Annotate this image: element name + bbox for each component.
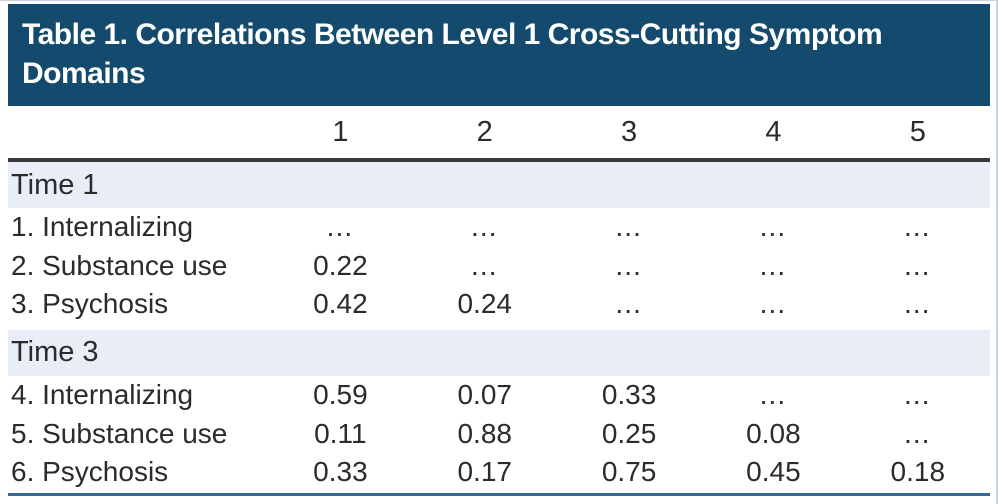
table-row: 1. Internalizing … … … … …: [8, 208, 990, 247]
column-header-5: 5: [909, 115, 926, 148]
header-rule: [8, 158, 990, 162]
cell-value: …: [902, 288, 933, 320]
row-label: 1. Internalizing: [11, 211, 194, 243]
cell-value: 0.33: [313, 456, 368, 488]
bottom-rule: [8, 492, 990, 496]
cell-value: …: [758, 288, 789, 320]
cell-value: …: [614, 211, 645, 243]
cell-value: 0.42: [313, 288, 368, 320]
section-header-time3: Time 3: [8, 329, 990, 376]
cell-value: 0.75: [601, 456, 657, 488]
column-header-1: 1: [332, 115, 349, 148]
cell-value: 0.22: [313, 249, 368, 281]
column-header-3: 3: [621, 115, 638, 148]
cell-value: …: [325, 211, 356, 243]
cell-value: 0.11: [314, 417, 367, 449]
table-row: 2. Substance use 0.22 … … … …: [8, 247, 990, 286]
cell-value: …: [469, 211, 500, 243]
cell-value: 0.59: [313, 379, 368, 411]
row-label: 2. Substance use: [11, 249, 228, 281]
column-header-2: 2: [476, 115, 493, 148]
cell-value: 0.24: [457, 288, 512, 320]
cell-value: 0.33: [601, 379, 657, 411]
table-row: 5. Substance use 0.11 0.88 0.25 0.08 …: [8, 414, 990, 453]
column-header-row: 1 2 3 4 5: [8, 106, 990, 158]
cell-value: …: [902, 379, 933, 411]
table-row: 6. Psychosis 0.33 0.17 0.75 0.45 0.18: [8, 453, 990, 492]
row-label: 5. Substance use: [11, 417, 228, 449]
cell-value: …: [469, 249, 500, 281]
cell-value: …: [614, 249, 645, 281]
cell-value: …: [902, 249, 933, 281]
row-label: 3. Psychosis: [11, 288, 169, 320]
row-label: 6. Psychosis: [11, 456, 169, 488]
cell-value: 0.18: [890, 456, 946, 488]
cell-value: 0.45: [746, 456, 801, 488]
section-header-time1: Time 1: [8, 162, 990, 208]
table-title-bar: Table 1. Correlations Between Level 1 Cr…: [8, 4, 990, 106]
table-row: 4. Internalizing 0.59 0.07 0.33 … …: [8, 376, 990, 415]
section-label: Time 3: [11, 336, 99, 369]
row-label: 4. Internalizing: [11, 379, 194, 411]
cell-value: …: [758, 379, 789, 411]
section-label: Time 1: [11, 168, 99, 201]
cell-value: 0.08: [746, 417, 801, 449]
table-row: 3. Psychosis 0.42 0.24 … … …: [8, 285, 990, 324]
column-header-4: 4: [765, 115, 782, 148]
cell-value: …: [902, 417, 933, 449]
cell-value: …: [614, 288, 645, 320]
cell-value: 0.25: [601, 417, 657, 449]
correlation-table: 1 2 3 4 5 Time 1 1. Internalizing … … … …: [8, 106, 990, 496]
cell-value: 0.17: [457, 456, 512, 488]
cell-value: 0.88: [457, 417, 512, 449]
cell-value: …: [902, 211, 933, 243]
cell-value: …: [758, 249, 789, 281]
table-title: Table 1. Correlations Between Level 1 Cr…: [22, 18, 883, 90]
cell-value: …: [758, 211, 789, 243]
section-gap: [8, 323, 990, 330]
cell-value: 0.07: [457, 379, 512, 411]
